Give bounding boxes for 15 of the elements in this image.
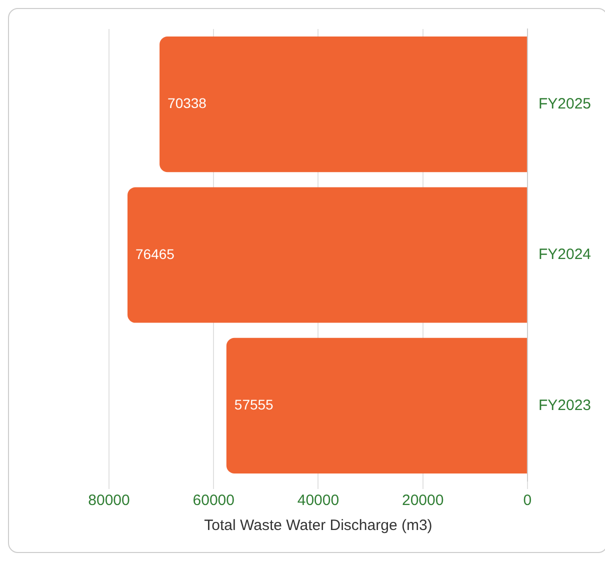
x-tick-label: 60000 — [192, 492, 234, 510]
y-tick-label: FY2023 — [538, 396, 592, 414]
x-tick-label: 40000 — [297, 492, 340, 510]
data-label: 57555 — [234, 396, 274, 413]
bar — [127, 187, 527, 323]
x-axis-title: Total Waste Water Discharge (m3) — [204, 517, 432, 534]
bar — [160, 36, 527, 172]
data-label: 76465 — [135, 246, 175, 262]
data-label: 70338 — [168, 95, 207, 112]
x-tick-label: 20000 — [402, 492, 444, 510]
y-tick-label: FY2024 — [538, 246, 592, 264]
y-tick-label: FY2025 — [538, 95, 592, 112]
bar — [226, 338, 527, 474]
x-tick-label: 0 — [523, 492, 532, 510]
x-tick-label: 80000 — [88, 492, 130, 510]
